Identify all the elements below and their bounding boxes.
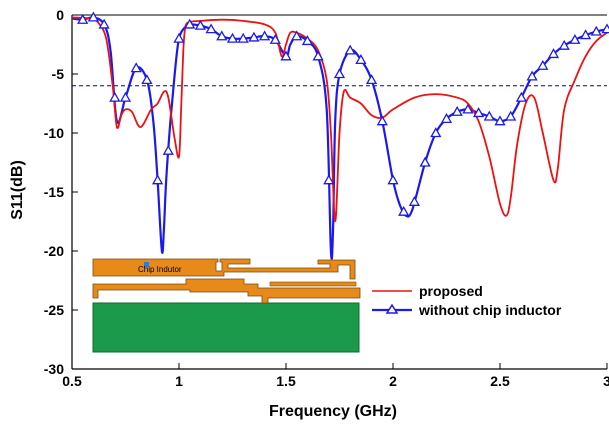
- marker-without-chip-inductor: [237, 32, 249, 43]
- x-tick-label: 3: [603, 373, 609, 389]
- inset-ground-plane: [92, 302, 360, 353]
- x-tick-label: 1: [175, 373, 183, 389]
- marker-without-chip-inductor: [333, 68, 346, 79]
- inset-trace-upper: [92, 258, 356, 280]
- marker-without-chip-inductor: [408, 196, 421, 206]
- x-tick-label: 0.5: [62, 373, 82, 389]
- chip-inductor-marker: [144, 262, 149, 267]
- legend-label-proposed: proposed: [419, 283, 483, 299]
- marker-without-chip-inductor: [569, 33, 581, 44]
- x-axis-label: Frequency (GHz): [269, 403, 397, 420]
- marker-without-chip-inductor: [323, 174, 335, 185]
- marker-without-chip-inductor: [344, 44, 356, 55]
- marker-without-chip-inductor: [98, 18, 110, 29]
- y-axis-ticks: 0 -5 -10 -15 -20 -25 -30: [44, 7, 78, 377]
- marker-without-chip-inductor: [258, 30, 271, 41]
- marker-without-chip-inductor: [462, 103, 474, 114]
- marker-without-chip-inductor: [376, 115, 388, 126]
- x-tick-label: 1.5: [276, 373, 296, 389]
- marker-without-chip-inductor: [505, 110, 517, 121]
- antenna-inset: Chip Indutor: [92, 258, 361, 353]
- marker-without-chip-inductor: [590, 25, 602, 36]
- inset-trace-stub: [269, 281, 357, 287]
- x-tick-label: 2.5: [490, 373, 510, 389]
- marker-without-chip-inductor: [440, 113, 453, 123]
- y-tick-label: -10: [44, 125, 64, 141]
- marker-without-chip-inductor: [87, 11, 100, 22]
- marker-without-chip-inductor: [547, 48, 560, 59]
- marker-without-chip-inductor: [173, 32, 185, 43]
- marker-without-chip-inductor: [558, 39, 570, 50]
- marker-without-chip-inductor: [494, 115, 506, 126]
- marker-without-chip-inductor: [269, 33, 281, 44]
- y-tick-label: -25: [44, 302, 64, 318]
- series-line-without-chip-inductor: [71, 16, 608, 260]
- legend: proposed without chip inductor: [372, 283, 562, 318]
- marker-without-chip-inductor: [77, 13, 89, 24]
- y-tick-label: -5: [52, 66, 65, 82]
- marker-without-chip-inductor: [130, 62, 142, 73]
- series-group: [71, 11, 609, 260]
- marker-without-chip-inductor: [419, 156, 431, 167]
- marker-without-chip-inductor: [216, 30, 228, 41]
- marker-without-chip-inductor: [194, 19, 207, 30]
- marker-without-chip-inductor: [483, 110, 495, 121]
- marker-without-chip-inductor: [280, 50, 292, 61]
- y-axis-label: S11(dB): [9, 160, 26, 220]
- y-tick-label: -20: [44, 243, 64, 259]
- legend-marker-without: [385, 303, 399, 314]
- marker-without-chip-inductor: [579, 29, 592, 40]
- marker-without-chip-inductor: [398, 205, 410, 216]
- marker-without-chip-inductor: [526, 70, 538, 81]
- y-tick-label: 0: [56, 7, 64, 23]
- inset-trace-lower: [92, 278, 361, 304]
- marker-without-chip-inductor: [184, 18, 196, 29]
- marker-without-chip-inductor: [601, 23, 609, 34]
- marker-without-chip-inductor: [301, 35, 314, 46]
- marker-without-chip-inductor: [355, 54, 367, 64]
- y-tick-label: -15: [44, 184, 64, 200]
- marker-without-chip-inductor: [365, 74, 378, 85]
- marker-without-chip-inductor: [515, 91, 528, 102]
- x-axis-ticks: 0.5 1 1.5 2 2.5 3: [62, 363, 609, 389]
- y-tick-label: -30: [44, 361, 64, 377]
- marker-without-chip-inductor: [248, 31, 260, 42]
- marker-without-chip-inductor: [430, 127, 442, 138]
- marker-without-chip-inductor: [109, 91, 121, 102]
- marker-without-chip-inductor: [205, 23, 217, 34]
- marker-without-chip-inductor: [472, 107, 485, 118]
- inset-chip-label: Chip Indutor: [138, 265, 182, 274]
- marker-without-chip-inductor: [141, 74, 153, 85]
- marker-without-chip-inductor: [451, 105, 463, 116]
- marker-without-chip-inductor: [226, 32, 239, 43]
- marker-without-chip-inductor: [291, 30, 303, 41]
- marker-without-chip-inductor: [151, 174, 164, 185]
- marker-without-chip-inductor: [119, 91, 132, 102]
- marker-without-chip-inductor: [162, 144, 174, 155]
- x-tick-label: 2: [389, 373, 397, 389]
- marker-without-chip-inductor: [387, 174, 399, 185]
- marker-without-chip-inductor: [312, 50, 324, 61]
- marker-without-chip-inductor: [537, 59, 549, 70]
- legend-label-without: without chip inductor: [418, 302, 562, 318]
